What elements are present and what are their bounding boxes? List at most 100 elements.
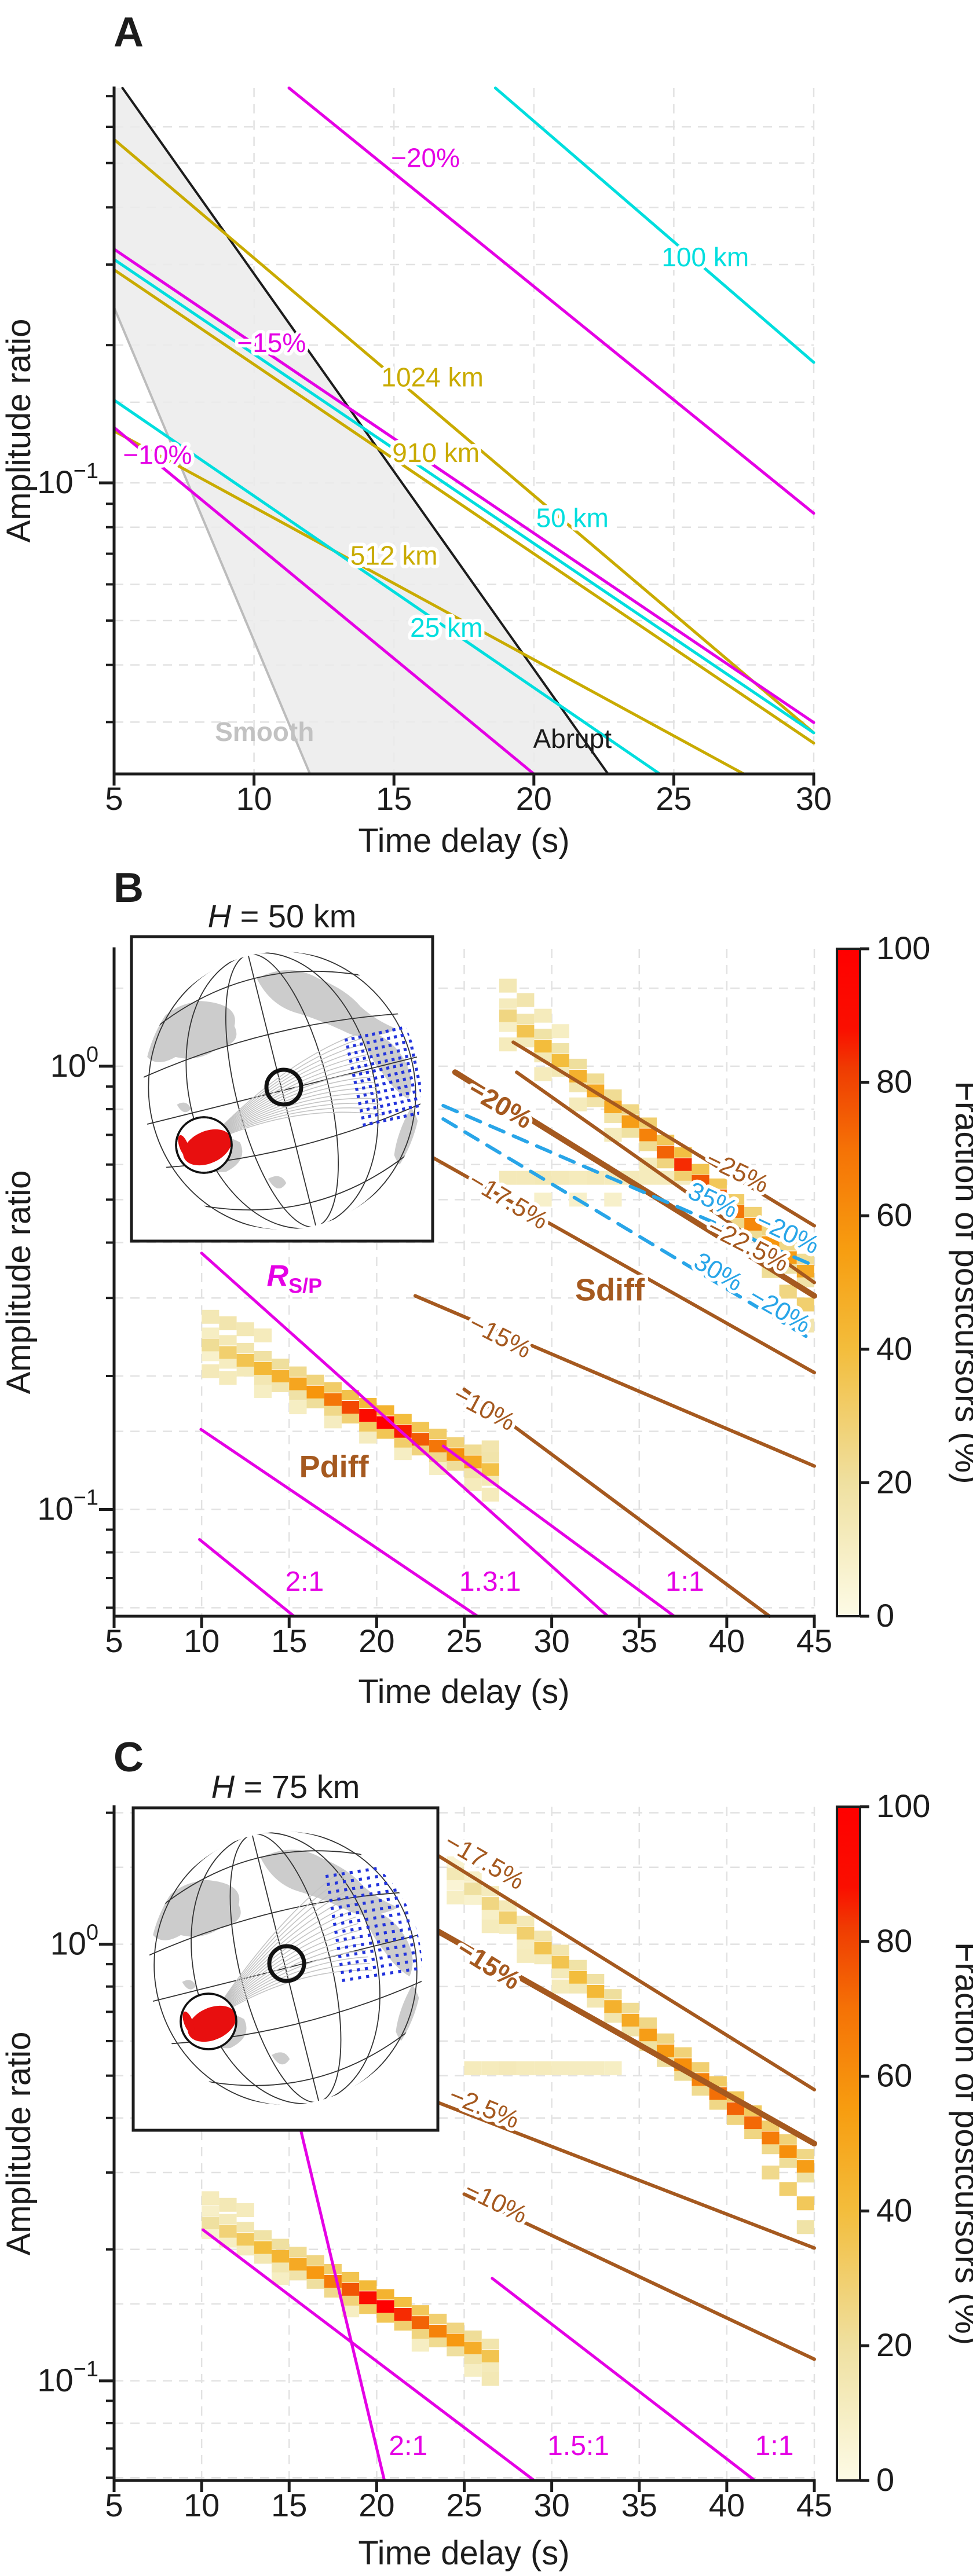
station-dot <box>353 1044 357 1048</box>
colorbar-tick-label: 40 <box>876 2192 912 2228</box>
heatmap-cell <box>481 2349 499 2362</box>
heatmap-cell <box>726 2114 745 2125</box>
station-dot <box>382 1922 386 1927</box>
station-dot <box>408 1106 412 1110</box>
contour-label: 910 km <box>392 438 480 468</box>
heatmap-cell <box>744 2116 762 2130</box>
station-dot <box>375 1083 379 1087</box>
contour-label: Smooth <box>215 717 314 747</box>
heatmap-cell <box>604 1112 622 1123</box>
station-dot <box>414 1097 418 1101</box>
station-dot <box>398 1920 402 1924</box>
colorbar-tick-label: 40 <box>876 1330 912 1367</box>
station-dot <box>377 1891 381 1895</box>
y-tick-label: 10−1 <box>37 2357 98 2398</box>
station-dot <box>379 1067 383 1072</box>
x-tick-label: 25 <box>656 780 692 817</box>
station-dot <box>353 1895 357 1899</box>
station-dot <box>391 1058 395 1062</box>
heatmap-cell <box>621 2002 639 2013</box>
heatmap-cell <box>569 1170 587 1185</box>
station-dot <box>383 1118 387 1122</box>
station-dot <box>349 1920 353 1924</box>
heatmap-cell <box>289 2270 307 2281</box>
station-dot <box>388 1043 392 1047</box>
station-dot <box>402 1944 406 1948</box>
heatmap-cell <box>429 2313 447 2324</box>
station-dot <box>342 1880 346 1884</box>
contour-line-olive-910km <box>112 268 815 745</box>
heatmap-cell <box>359 2291 377 2305</box>
heatmap-cell <box>762 1225 780 1236</box>
station-dot <box>367 1933 371 1937</box>
station-dot <box>371 1957 375 1961</box>
station-dot <box>373 1867 377 1871</box>
station-dot <box>407 1927 411 1931</box>
station-dot <box>398 1093 403 1097</box>
station-dot <box>364 1063 368 1067</box>
station-dot <box>369 1892 373 1896</box>
heatmap-cell <box>411 2328 430 2339</box>
heatmap-cell <box>517 1927 535 1940</box>
station-dot <box>392 1094 396 1099</box>
contour-line-magenta-rsp <box>200 1252 609 1618</box>
heatmap-cell <box>447 2333 464 2347</box>
station-dot <box>355 1960 359 1964</box>
heatmap-cell <box>376 1428 394 1439</box>
heatmap-cell <box>674 1170 692 1181</box>
station-dot <box>345 1896 349 1900</box>
station-dot <box>356 1968 360 1972</box>
station-dot <box>376 1053 380 1058</box>
heatmap-cell <box>499 1911 517 1924</box>
station-dot <box>371 1099 375 1103</box>
contour-label: 1:1 <box>755 2431 794 2461</box>
station-dot <box>403 1077 407 1081</box>
contour-label: 1:1 <box>665 1566 704 1597</box>
heatmap-cell <box>219 1346 237 1359</box>
station-dot <box>375 1932 379 1936</box>
heatmap-cell <box>692 2062 709 2073</box>
station-dot <box>420 1958 422 1962</box>
station-dot <box>396 1115 400 1120</box>
heatmap-cell <box>726 1205 745 1218</box>
heatmap-cell <box>587 1973 605 1984</box>
heatmap-cell <box>534 1029 552 1040</box>
heatmap-cell <box>464 2061 482 2075</box>
heatmap-cell <box>517 1948 535 1963</box>
station-dot <box>362 1950 366 1954</box>
station-dot <box>334 1931 338 1935</box>
station-dot <box>396 1078 400 1083</box>
heatmap-cell <box>639 2017 657 2028</box>
station-dot <box>389 1963 393 1967</box>
x-tick-label: 20 <box>359 2487 394 2523</box>
colorbar-tick-label: 80 <box>876 1063 912 1100</box>
heatmap-cell <box>306 1397 324 1408</box>
station-dot <box>370 1900 374 1904</box>
panel-A: Smooth Abrupt 1024 km 910 km 50 km −15% 512 km… <box>0 9 832 860</box>
station-dot <box>364 1100 369 1104</box>
heatmap-cell <box>394 2308 412 2321</box>
heatmap-cell <box>254 1374 272 1385</box>
station-dot <box>353 1080 357 1084</box>
station-dot <box>351 1036 355 1040</box>
x-tick-label: 5 <box>105 780 123 817</box>
heatmap-cell <box>604 1089 622 1100</box>
station-dot <box>350 1977 354 1981</box>
heatmap-cell <box>692 1187 709 1198</box>
station-dot <box>344 1038 348 1042</box>
heatmap-cell <box>359 1421 377 1432</box>
rsp-label: RS/P <box>267 1259 323 1297</box>
heatmap-cell <box>341 2295 360 2306</box>
heatmap-cell <box>481 2361 499 2372</box>
station-dot <box>385 1939 389 1943</box>
station-dot <box>362 1901 366 1905</box>
station-dot <box>413 1060 417 1065</box>
heatmap-cell <box>534 2061 552 2075</box>
station-dot <box>359 1042 364 1046</box>
heatmap-cell <box>534 1008 552 1023</box>
colorbar-title: Fraction of postcursors (%) <box>948 1081 973 1484</box>
contour-line-magenta-1to1 <box>491 2277 756 2482</box>
contour-line-brown-20-bold <box>452 1069 817 1299</box>
station-dot <box>348 1969 352 1973</box>
inset-title: H = 75 km <box>211 1768 360 1805</box>
